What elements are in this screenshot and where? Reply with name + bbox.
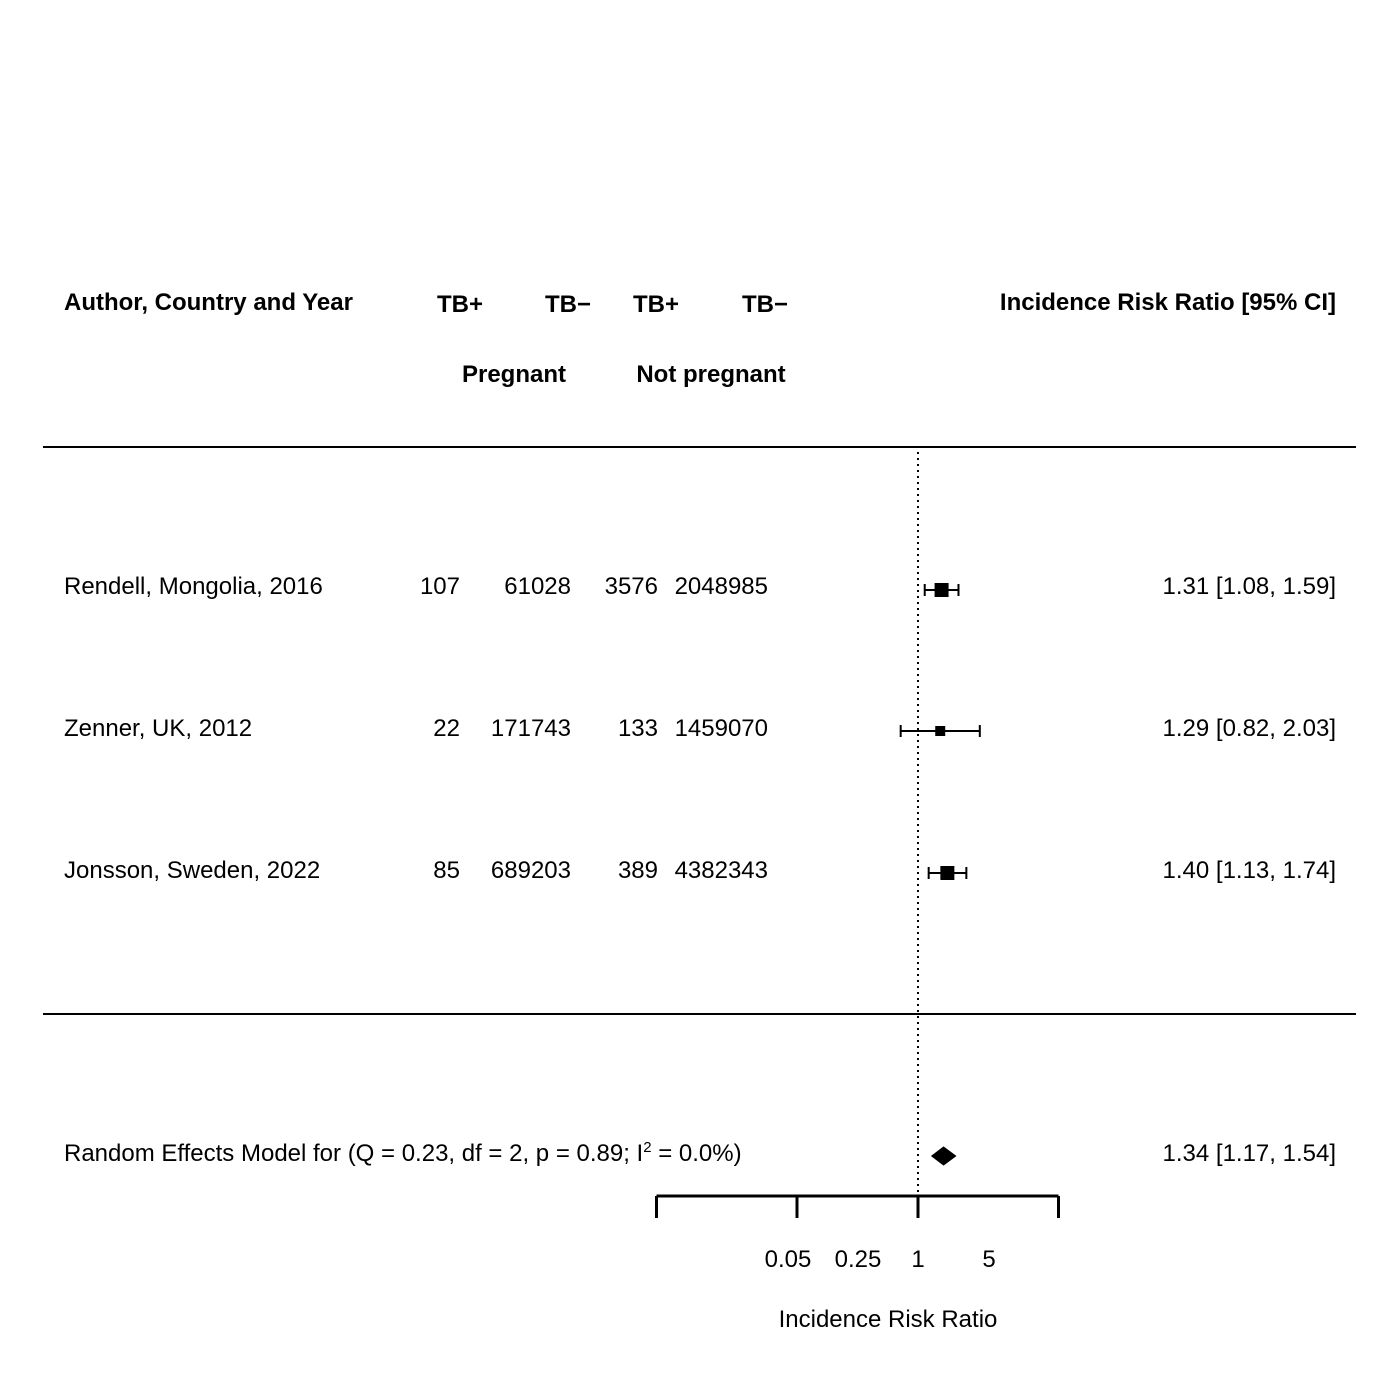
study-2-tb-pos-pregnant: 22 xyxy=(433,715,460,742)
effect-column-header: Incidence Risk Ratio [95% CI] xyxy=(999,289,1336,316)
not-pregnant-tb-pos-header: TB+ xyxy=(632,291,679,318)
pooled-estimate-text: 1.34 [1.17, 1.54] xyxy=(1162,1140,1336,1167)
study-3-tb-pos-pregnant: 85 xyxy=(433,857,460,884)
pooled-model-label-suffix: = 0.0%) xyxy=(651,1140,742,1167)
x-tick-label: 0.05 xyxy=(764,1246,812,1273)
study-1-tb-pos-pregnant: 107 xyxy=(419,573,460,600)
x-tick-label: 5 xyxy=(982,1246,996,1273)
study-name-3: Jonsson, Sweden, 2022 xyxy=(64,857,321,884)
plot-marks xyxy=(654,452,1060,1218)
study-3-estimate-text: 1.40 [1.13, 1.74] xyxy=(1162,857,1336,884)
not-pregnant-group-header: Not pregnant xyxy=(636,361,786,388)
study-column-header: Author, Country and Year xyxy=(64,289,353,316)
pregnant-tb-pos-header: TB+ xyxy=(436,291,483,318)
study-2-estimate-text: 1.29 [0.82, 2.03] xyxy=(1162,715,1336,742)
not-pregnant-tb-neg-header: TB− xyxy=(741,291,788,318)
pregnant-group-header: Pregnant xyxy=(461,361,566,388)
study-2-tb-neg-pregnant: 171743 xyxy=(490,715,571,742)
point-estimate xyxy=(935,726,946,736)
x-tick-label: 0.25 xyxy=(834,1246,882,1273)
study-3-tb-neg-not-pregnant: 4382343 xyxy=(674,857,768,884)
study-1-tb-neg-not-pregnant: 2048985 xyxy=(674,573,768,600)
study-name-1: Rendell, Mongolia, 2016 xyxy=(64,573,323,600)
study-name-2: Zenner, UK, 2012 xyxy=(64,715,253,742)
point-estimate xyxy=(934,583,949,597)
study-1-estimate-text: 1.31 [1.08, 1.59] xyxy=(1162,573,1336,600)
pooled-model-label-sup: 2 xyxy=(643,1139,652,1156)
study-2-tb-neg-not-pregnant: 1459070 xyxy=(674,715,768,742)
pregnant-tb-neg-header: TB− xyxy=(544,291,591,318)
study-1-tb-pos-not-pregnant: 3576 xyxy=(604,573,658,600)
x-tick-label: 1 xyxy=(911,1246,925,1273)
study-3-tb-pos-not-pregnant: 389 xyxy=(617,857,658,884)
pooled-model-label-prefix: Random Effects Model for (Q = 0.23, df =… xyxy=(64,1140,644,1167)
point-estimate xyxy=(940,866,955,880)
pooled-model-label: Random Effects Model for (Q = 0.23, df =… xyxy=(64,1140,742,1168)
pooled-diamond xyxy=(930,1146,957,1166)
study-2-tb-pos-not-pregnant: 133 xyxy=(617,715,658,742)
x-axis-title: Incidence Risk Ratio xyxy=(778,1306,998,1333)
study-3-tb-neg-pregnant: 689203 xyxy=(490,857,571,884)
study-1-tb-neg-pregnant: 61028 xyxy=(504,573,571,600)
